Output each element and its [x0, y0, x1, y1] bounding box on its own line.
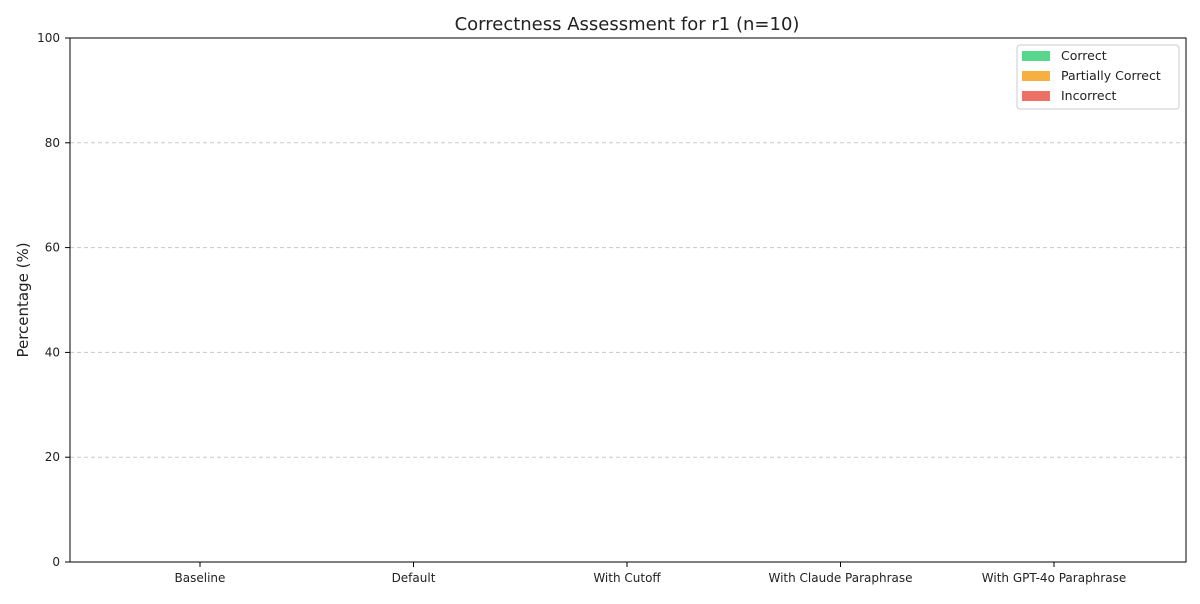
x-tick-label: With Cutoff: [593, 571, 661, 585]
x-tick-label: Baseline: [175, 571, 226, 585]
y-tick-label: 80: [45, 136, 60, 150]
legend-box: [1016, 44, 1180, 110]
x-axis-ticks: Baseline Default With Cutoff With Claude Pa…: [175, 562, 1126, 585]
chart-title: Correctness Assessment for r1 (n=10): [455, 14, 800, 35]
x-tick-label: With GPT-4o Paraphrase: [982, 571, 1126, 585]
legend-label: Incorrect: [1061, 88, 1116, 103]
legend-swatch-incorrect: [1022, 91, 1050, 101]
legend-swatch-correct: [1022, 51, 1050, 61]
legend-label: Correct: [1061, 48, 1107, 63]
plot-area-frame: [69, 37, 1187, 563]
legend-label: Partially Correct: [1061, 68, 1161, 83]
legend-swatch-partially-correct: [1022, 71, 1050, 81]
x-tick-label: With Claude Paraphrase: [768, 571, 912, 585]
x-tick-label: Default: [392, 571, 436, 585]
y-tick-label: 40: [45, 345, 60, 359]
y-tick-label: 0: [52, 555, 60, 569]
y-tick-label: 20: [45, 450, 60, 464]
y-tick-label: 100: [37, 31, 60, 45]
gridlines: [70, 142, 1186, 458]
y-tick-label: 60: [45, 241, 60, 255]
legend: Correct Partially Correct Incorrect: [1016, 44, 1180, 110]
y-axis-label: Percentage (%): [14, 242, 32, 357]
y-axis-ticks: 0 20 40 60 80 100: [37, 31, 70, 569]
